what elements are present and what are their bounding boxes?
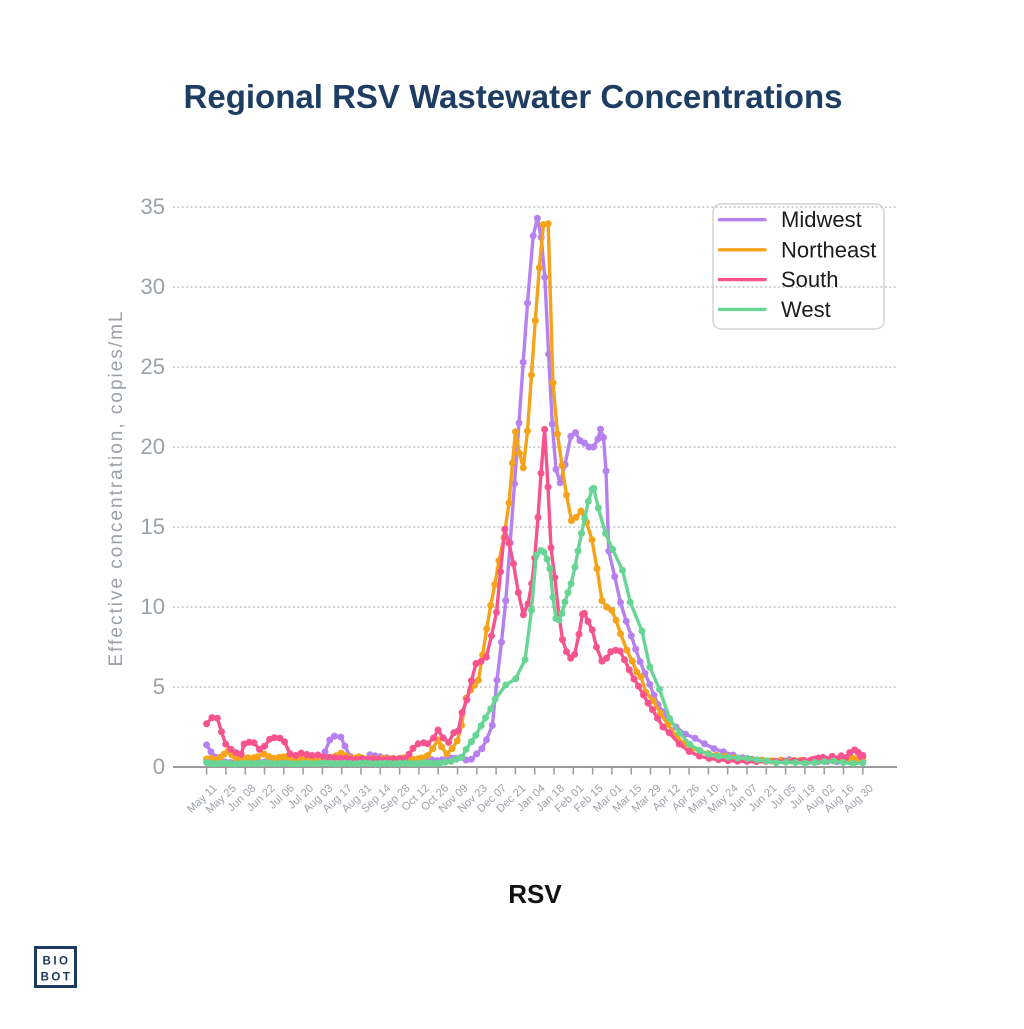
svg-text:Midwest: Midwest <box>781 207 862 232</box>
svg-text:25: 25 <box>141 354 165 379</box>
svg-text:5: 5 <box>153 674 165 699</box>
svg-text:30: 30 <box>141 274 165 299</box>
svg-text:15: 15 <box>141 514 165 539</box>
svg-text:0: 0 <box>153 754 165 779</box>
svg-text:Northeast: Northeast <box>781 237 876 262</box>
svg-text:10: 10 <box>141 594 165 619</box>
svg-text:BIO: BIO <box>43 956 71 968</box>
svg-text:35: 35 <box>141 194 165 219</box>
svg-text:South: South <box>781 267 839 292</box>
svg-text:Effective concentration, copie: Effective concentration, copies/mL <box>106 309 127 666</box>
svg-text:Regional RSV Wastewater Concen: Regional RSV Wastewater Concentrations <box>184 78 843 115</box>
svg-text:West: West <box>781 297 831 322</box>
svg-text:RSV: RSV <box>508 879 562 909</box>
svg-text:20: 20 <box>141 434 165 459</box>
svg-text:BOT: BOT <box>41 972 73 984</box>
